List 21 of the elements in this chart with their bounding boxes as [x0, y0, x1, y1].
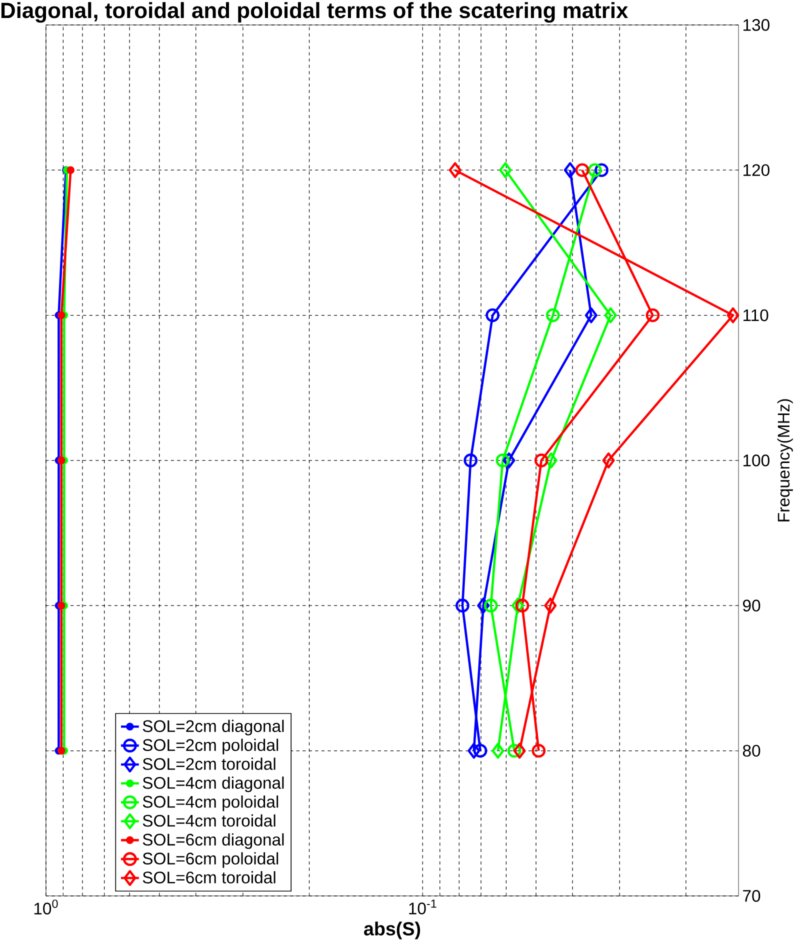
- x-tick-label: 10$^{-1}$: [409, 900, 436, 914]
- y-tick-label: 80: [743, 744, 760, 757]
- legend-label: SOL=4cm diagonal: [142, 776, 284, 792]
- y-axis-title: Frequency(MHz): [777, 399, 793, 522]
- legend-label: SOL=6cm poloidal: [142, 852, 278, 868]
- x-axis-title: abs(S): [364, 922, 420, 940]
- y-tick-label: 120: [744, 164, 770, 176]
- x-tick-label: 10$^{0}$: [34, 900, 58, 914]
- y-tick-label: 90: [743, 600, 760, 612]
- legend-label: SOL=2cm diagonal: [142, 720, 284, 736]
- chart-title: Diagonal, toroidal and poloidal terms of the scatering matrix: [2, 2, 628, 23]
- y-tick-label: 100: [744, 454, 770, 466]
- y-tick-label: 110: [744, 309, 768, 322]
- legend-label: SOL=2cm toroidal: [142, 758, 276, 770]
- legend-label: SOL=6cm diagonal: [142, 833, 284, 849]
- legend-label: SOL=2cm poloidal: [142, 738, 278, 754]
- y-tick-label: 70: [743, 890, 760, 902]
- legend-label: SOL=4cm toroidal: [142, 814, 276, 827]
- legend-label: SOL=6cm toroidal: [142, 871, 276, 884]
- y-tick-label: 130: [744, 19, 770, 31]
- legend-label: SOL=4cm poloidal: [142, 795, 278, 812]
